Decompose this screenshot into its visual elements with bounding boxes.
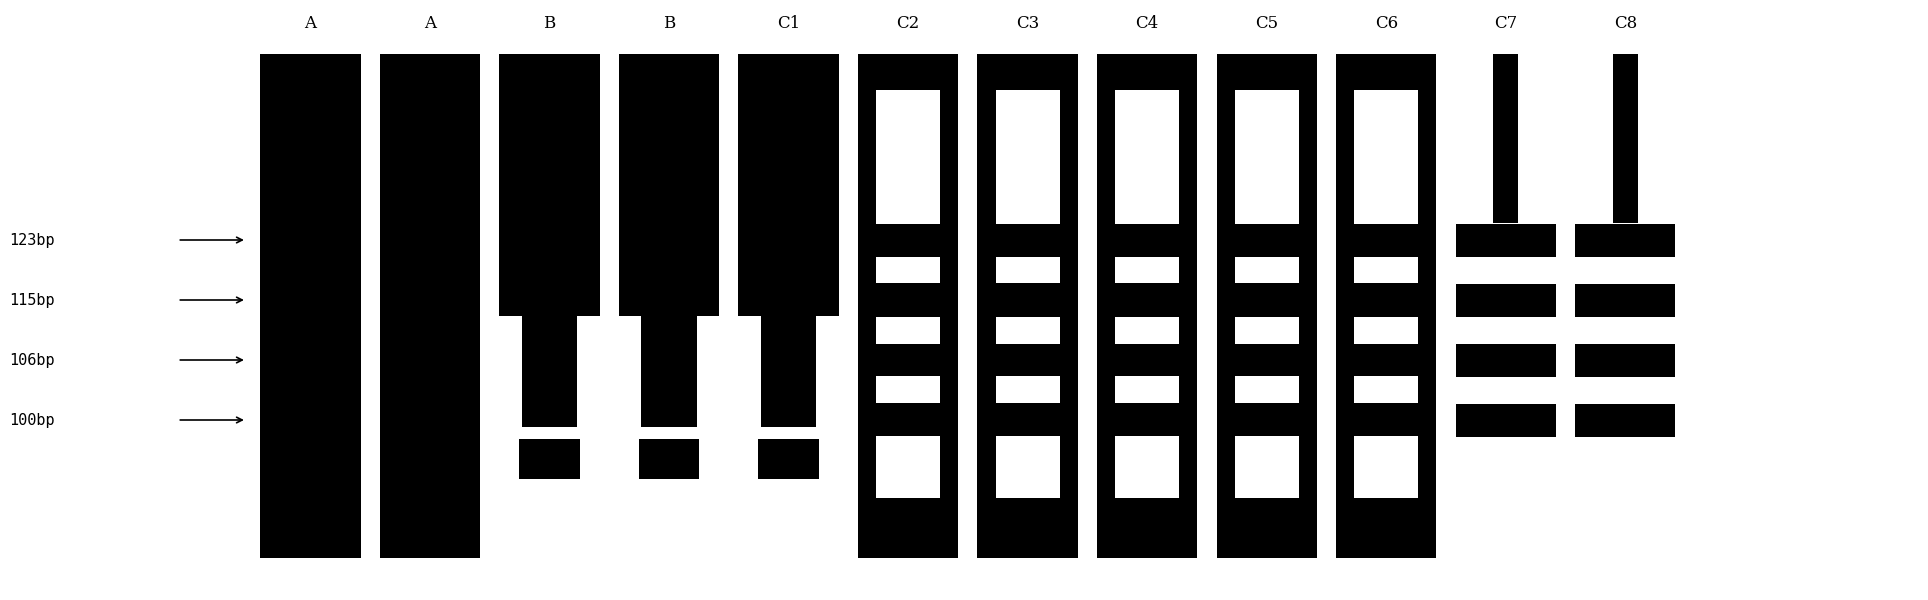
Bar bbox=[1575, 343, 1675, 377]
Bar bbox=[1353, 257, 1419, 283]
Bar bbox=[1234, 436, 1299, 498]
Bar bbox=[1217, 54, 1317, 558]
Bar bbox=[875, 377, 941, 403]
Bar bbox=[1456, 283, 1556, 317]
Bar bbox=[1234, 90, 1299, 223]
Bar bbox=[995, 377, 1060, 403]
Bar bbox=[875, 436, 941, 498]
Bar bbox=[638, 439, 700, 479]
Bar bbox=[1097, 54, 1197, 558]
Bar bbox=[758, 439, 819, 479]
Bar bbox=[260, 54, 361, 558]
Bar bbox=[1114, 257, 1180, 283]
Bar bbox=[1612, 54, 1639, 223]
Bar bbox=[1456, 223, 1556, 257]
Bar bbox=[762, 316, 816, 427]
Bar bbox=[875, 257, 941, 283]
Text: B: B bbox=[544, 16, 555, 32]
Text: 100bp: 100bp bbox=[10, 413, 56, 427]
Bar bbox=[619, 54, 719, 316]
Bar bbox=[1456, 403, 1556, 437]
Bar bbox=[858, 54, 958, 558]
Bar bbox=[1353, 90, 1419, 223]
Text: 115bp: 115bp bbox=[10, 292, 56, 307]
Bar bbox=[1353, 377, 1419, 403]
Bar bbox=[875, 90, 941, 223]
Text: C3: C3 bbox=[1016, 16, 1039, 32]
Bar bbox=[519, 439, 580, 479]
Text: 123bp: 123bp bbox=[10, 232, 56, 247]
Text: 106bp: 106bp bbox=[10, 352, 56, 367]
Bar bbox=[1234, 317, 1299, 343]
Bar bbox=[1353, 436, 1419, 498]
Bar bbox=[1114, 90, 1180, 223]
Text: C4: C4 bbox=[1136, 16, 1159, 32]
Bar bbox=[1575, 403, 1675, 437]
Bar bbox=[738, 54, 839, 316]
Bar bbox=[380, 54, 480, 558]
Text: C2: C2 bbox=[897, 16, 920, 32]
Bar bbox=[1114, 436, 1180, 498]
Text: C1: C1 bbox=[777, 16, 800, 32]
Bar bbox=[1114, 377, 1180, 403]
Text: B: B bbox=[663, 16, 675, 32]
Bar bbox=[1336, 54, 1436, 558]
Bar bbox=[1234, 257, 1299, 283]
Text: A: A bbox=[305, 16, 316, 32]
Bar bbox=[1575, 223, 1675, 257]
Text: A: A bbox=[424, 16, 436, 32]
Bar bbox=[1234, 377, 1299, 403]
Text: C7: C7 bbox=[1494, 16, 1517, 32]
Bar bbox=[1492, 54, 1519, 223]
Bar bbox=[995, 257, 1060, 283]
Text: C8: C8 bbox=[1614, 16, 1637, 32]
Bar bbox=[499, 54, 600, 316]
Bar bbox=[977, 54, 1078, 558]
Bar bbox=[1456, 343, 1556, 377]
Bar bbox=[995, 436, 1060, 498]
Text: C6: C6 bbox=[1375, 16, 1398, 32]
Bar bbox=[1575, 283, 1675, 317]
Bar bbox=[995, 317, 1060, 343]
Bar bbox=[642, 316, 696, 427]
Bar bbox=[1353, 317, 1419, 343]
Bar bbox=[875, 317, 941, 343]
Bar bbox=[1114, 317, 1180, 343]
Text: C5: C5 bbox=[1255, 16, 1278, 32]
Bar bbox=[995, 90, 1060, 223]
Bar bbox=[522, 316, 576, 427]
